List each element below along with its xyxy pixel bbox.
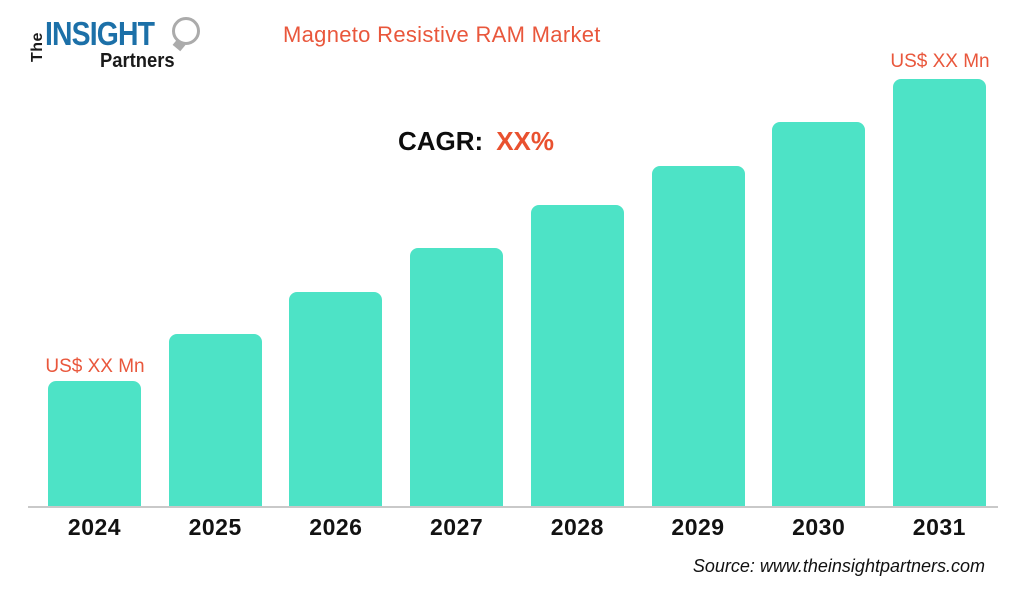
cagr-value: XX% [496,126,555,156]
x-axis-label-2027: 2027 [430,514,484,540]
logo-insight-text: INSIGHT [45,15,155,52]
insight-partners-logo: The INSIGHT Partners [28,8,203,72]
bar-2028 [530,205,624,506]
bar-2024 [48,381,141,506]
bar-chart-plot [28,0,998,508]
last-bar-value-label: US$ XX Mn [890,51,990,72]
x-axis-label-2026: 2026 [309,514,363,540]
x-axis-label-2029: 2029 [671,514,725,540]
cagr-annotation: CAGR: XX% [398,126,554,157]
first-bar-value-label: US$ XX Mn [45,356,145,377]
cagr-label: CAGR: [398,126,484,156]
bar-2030 [772,122,866,506]
bar-2029 [651,166,745,506]
x-axis-label-2028: 2028 [550,514,604,540]
bar-2027 [410,248,504,506]
bar-2025 [168,334,262,506]
x-axis-labels: 2024 2025 2026 2027 2028 2029 2030 2031 [28,514,998,544]
x-axis-label-2031: 2031 [912,514,966,540]
x-axis-label-2025: 2025 [188,514,242,540]
source-attribution: Source: www.theinsightpartners.com [692,556,985,576]
logo-partners-text: Partners [100,50,175,72]
x-axis-label-2024: 2024 [67,514,122,540]
magnifier-lens-icon [172,17,200,45]
bar-2026 [289,292,383,506]
x-axis-label-2030: 2030 [792,514,846,540]
chart-title: Magneto Resistive RAM Market [283,22,601,47]
bar-2031 [892,79,986,506]
